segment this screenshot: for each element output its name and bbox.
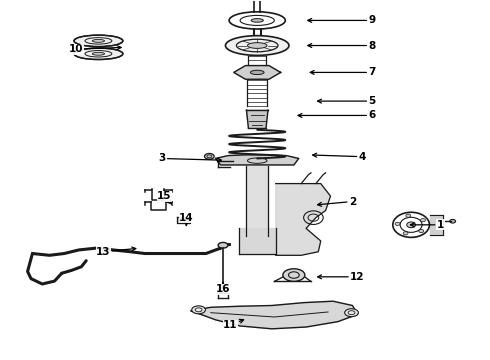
Text: 14: 14: [179, 213, 194, 225]
Ellipse shape: [450, 220, 456, 223]
Ellipse shape: [92, 40, 104, 42]
Text: 11: 11: [223, 319, 244, 330]
Text: 15: 15: [157, 191, 171, 204]
Ellipse shape: [420, 219, 425, 222]
Text: 6: 6: [298, 111, 376, 121]
Ellipse shape: [225, 36, 289, 55]
Text: 8: 8: [308, 41, 376, 50]
Text: 4: 4: [313, 152, 366, 162]
Ellipse shape: [344, 309, 358, 317]
Ellipse shape: [192, 306, 205, 314]
Ellipse shape: [250, 70, 264, 75]
Text: 10: 10: [69, 44, 121, 54]
Polygon shape: [191, 301, 357, 329]
Polygon shape: [239, 228, 276, 253]
Polygon shape: [216, 155, 299, 165]
Text: 7: 7: [310, 67, 376, 77]
Text: 16: 16: [216, 282, 230, 294]
Polygon shape: [276, 184, 331, 255]
Text: 5: 5: [318, 96, 376, 106]
Text: 3: 3: [158, 153, 221, 163]
Ellipse shape: [395, 222, 400, 225]
Ellipse shape: [218, 242, 228, 248]
Ellipse shape: [179, 217, 188, 223]
Polygon shape: [176, 217, 190, 223]
Ellipse shape: [407, 222, 416, 228]
Polygon shape: [246, 166, 268, 235]
Text: 2: 2: [318, 197, 356, 207]
Ellipse shape: [74, 35, 123, 46]
Polygon shape: [246, 110, 268, 128]
Text: 13: 13: [96, 247, 136, 257]
Ellipse shape: [283, 269, 305, 281]
Text: 12: 12: [318, 272, 365, 282]
Polygon shape: [430, 215, 443, 235]
Ellipse shape: [204, 153, 214, 159]
Ellipse shape: [92, 52, 104, 55]
Ellipse shape: [419, 229, 424, 233]
Ellipse shape: [403, 232, 408, 235]
Ellipse shape: [218, 288, 228, 293]
Text: 9: 9: [308, 15, 376, 26]
Text: 1: 1: [411, 220, 444, 230]
Polygon shape: [234, 66, 281, 79]
Ellipse shape: [74, 48, 123, 59]
Ellipse shape: [247, 42, 267, 48]
Ellipse shape: [251, 19, 263, 22]
Ellipse shape: [406, 214, 411, 217]
